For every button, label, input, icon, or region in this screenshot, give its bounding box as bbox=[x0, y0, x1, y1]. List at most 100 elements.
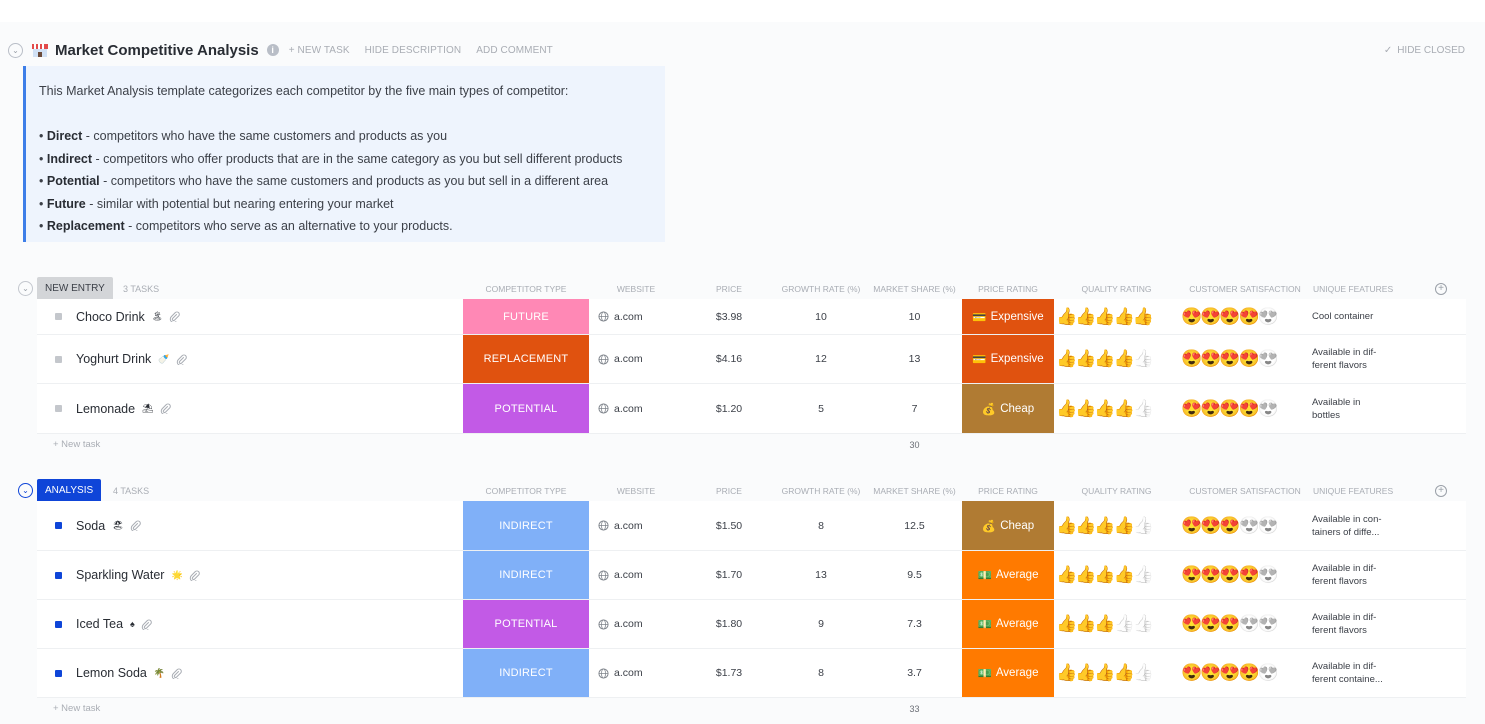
thumbs-up-icon[interactable]: 👍 bbox=[1094, 663, 1115, 682]
column-header-market-share[interactable]: MARKET SHARE (%) bbox=[873, 284, 956, 294]
new-task-button[interactable]: + NEW TASK bbox=[288, 44, 350, 56]
thumbs-up-icon[interactable]: 👍 bbox=[1132, 306, 1154, 326]
task-name[interactable]: Sparkling Water bbox=[76, 568, 165, 582]
thumbs-up-icon[interactable]: 👍 bbox=[1113, 515, 1135, 535]
thumbs-up-icon[interactable]: 👍 bbox=[1056, 663, 1077, 682]
status-square-icon[interactable] bbox=[55, 355, 62, 363]
heart-eyes-icon[interactable]: 😍 bbox=[1257, 306, 1279, 326]
heart-eyes-icon[interactable]: 😍 bbox=[1257, 349, 1279, 368]
task-name-cell[interactable]: Sparkling Water 🌟 bbox=[37, 551, 463, 599]
paperclip-icon[interactable] bbox=[176, 354, 187, 365]
heart-eyes-icon[interactable]: 😍 bbox=[1257, 398, 1279, 418]
website-cell[interactable]: a.com bbox=[589, 649, 683, 697]
status-square-icon[interactable] bbox=[55, 313, 62, 320]
heart-eyes-icon[interactable]: 😍 bbox=[1181, 614, 1202, 633]
customer-satisfaction-rating[interactable]: 😍 😍 😍 😍 😍 bbox=[1179, 551, 1311, 599]
website-cell[interactable]: a.com bbox=[589, 551, 683, 599]
customer-satisfaction-rating[interactable]: 😍 😍 😍 😍 😍 bbox=[1179, 501, 1311, 550]
thumbs-up-icon[interactable]: 👍 bbox=[1113, 306, 1135, 326]
paperclip-icon[interactable] bbox=[171, 668, 182, 679]
status-square-icon[interactable] bbox=[55, 405, 62, 412]
heart-eyes-icon[interactable]: 😍 bbox=[1238, 349, 1260, 368]
heart-eyes-icon[interactable]: 😍 bbox=[1200, 565, 1221, 584]
thumbs-up-icon[interactable]: 👍 bbox=[1075, 306, 1096, 326]
new-task-button[interactable]: + New task bbox=[53, 439, 101, 450]
unique-features-cell[interactable]: Available in con- tainers of diffe... bbox=[1312, 513, 1382, 538]
column-header-customer-satisfaction[interactable]: CUSTOMER SATISFACTION bbox=[1189, 486, 1301, 496]
column-header-customer-satisfaction[interactable]: CUSTOMER SATISFACTION bbox=[1189, 284, 1301, 294]
unique-features-cell[interactable]: Available in bottles bbox=[1312, 396, 1361, 421]
customer-satisfaction-rating[interactable]: 😍 😍 😍 😍 😍 bbox=[1179, 335, 1311, 383]
heart-eyes-icon[interactable]: 😍 bbox=[1238, 614, 1260, 633]
growth-rate-cell[interactable]: 12 bbox=[815, 353, 827, 365]
thumbs-up-icon[interactable]: 👍 bbox=[1094, 398, 1115, 418]
market-share-cell[interactable]: 9.5 bbox=[907, 569, 922, 581]
market-share-cell[interactable]: 12.5 bbox=[904, 519, 925, 532]
thumbs-up-icon[interactable]: 👍 bbox=[1056, 306, 1077, 326]
heart-eyes-icon[interactable]: 😍 bbox=[1238, 565, 1260, 584]
column-header-website[interactable]: WEBSITE bbox=[616, 284, 656, 294]
task-name-cell[interactable]: Soda 🏖 bbox=[37, 501, 463, 550]
paperclip-icon[interactable] bbox=[160, 403, 171, 414]
customer-satisfaction-rating[interactable]: 😍 😍 😍 😍 😍 bbox=[1179, 384, 1311, 433]
thumbs-up-icon[interactable]: 👍 bbox=[1056, 565, 1077, 584]
task-name-cell[interactable]: Choco Drink 🏝 bbox=[37, 299, 463, 334]
thumbs-up-icon[interactable]: 👍 bbox=[1132, 663, 1154, 682]
task-name-cell[interactable]: Yoghurt Drink 🍼 bbox=[37, 335, 463, 383]
paperclip-icon[interactable] bbox=[141, 619, 152, 630]
competitor-type-badge[interactable]: INDIRECT bbox=[463, 501, 589, 550]
thumbs-up-icon[interactable]: 👍 bbox=[1075, 614, 1096, 633]
column-header-growth-rate[interactable]: GROWTH RATE (%) bbox=[781, 486, 861, 496]
competitor-type-badge[interactable]: FUTURE bbox=[463, 299, 589, 334]
market-share-cell[interactable]: 10 bbox=[908, 310, 921, 323]
add-comment-button[interactable]: ADD COMMENT bbox=[476, 44, 553, 56]
heart-eyes-icon[interactable]: 😍 bbox=[1238, 306, 1260, 326]
customer-satisfaction-rating[interactable]: 😍 😍 😍 😍 😍 bbox=[1179, 600, 1311, 648]
heart-eyes-icon[interactable]: 😍 bbox=[1181, 349, 1202, 368]
paperclip-icon[interactable] bbox=[169, 311, 180, 322]
new-task-button[interactable]: + New task bbox=[53, 703, 101, 714]
price-cell[interactable]: $1.70 bbox=[715, 569, 743, 581]
heart-eyes-icon[interactable]: 😍 bbox=[1238, 515, 1260, 535]
paperclip-icon[interactable] bbox=[130, 520, 141, 531]
market-share-cell[interactable]: 13 bbox=[908, 353, 921, 365]
task-name[interactable]: Choco Drink bbox=[76, 309, 145, 324]
heart-eyes-icon[interactable]: 😍 bbox=[1181, 515, 1202, 535]
heart-eyes-icon[interactable]: 😍 bbox=[1219, 515, 1240, 535]
task-name-cell[interactable]: Lemonade ⛱ bbox=[37, 384, 463, 433]
thumbs-up-icon[interactable]: 👍 bbox=[1056, 398, 1077, 418]
thumbs-up-icon[interactable]: 👍 bbox=[1056, 614, 1077, 633]
thumbs-up-icon[interactable]: 👍 bbox=[1094, 614, 1115, 633]
growth-rate-cell[interactable]: 8 bbox=[818, 667, 824, 679]
heart-eyes-icon[interactable]: 😍 bbox=[1257, 614, 1279, 633]
heart-eyes-icon[interactable]: 😍 bbox=[1181, 306, 1202, 326]
quality-rating[interactable]: 👍 👍 👍 👍 👍 bbox=[1054, 600, 1179, 648]
table-row[interactable]: Lemon Soda 🌴 INDIRECT a.com $1.73 8 3.7 💵 Averag… bbox=[37, 649, 1466, 698]
heart-eyes-icon[interactable]: 😍 bbox=[1200, 614, 1221, 633]
thumbs-up-icon[interactable]: 👍 bbox=[1132, 565, 1154, 584]
competitor-type-badge[interactable]: POTENTIAL bbox=[463, 600, 589, 648]
price-rating-badge[interactable]: 💵 Average bbox=[962, 649, 1054, 697]
growth-rate-cell[interactable]: 10 bbox=[815, 310, 827, 323]
task-name[interactable]: Iced Tea bbox=[76, 617, 124, 631]
heart-eyes-icon[interactable]: 😍 bbox=[1200, 398, 1221, 418]
thumbs-up-icon[interactable]: 👍 bbox=[1056, 349, 1077, 368]
collapse-toggle-icon[interactable]: ⌄ bbox=[8, 42, 23, 58]
quality-rating[interactable]: 👍 👍 👍 👍 👍 bbox=[1054, 384, 1179, 433]
thumbs-up-icon[interactable]: 👍 bbox=[1075, 565, 1096, 584]
quality-rating[interactable]: 👍 👍 👍 👍 👍 bbox=[1054, 649, 1179, 697]
competitor-type-badge[interactable]: INDIRECT bbox=[463, 551, 589, 599]
competitor-type-badge[interactable]: INDIRECT bbox=[463, 649, 589, 697]
unique-features-cell[interactable]: Available in dif- ferent flavors bbox=[1312, 612, 1377, 636]
website-cell[interactable]: a.com bbox=[589, 335, 683, 383]
table-row[interactable]: Sparkling Water 🌟 INDIRECT a.com $1.70 13 9.5 💵… bbox=[37, 551, 1466, 600]
column-header-price[interactable]: PRICE bbox=[716, 284, 742, 294]
thumbs-up-icon[interactable]: 👍 bbox=[1075, 515, 1096, 535]
status-square-icon[interactable] bbox=[55, 669, 62, 677]
column-header-price-rating[interactable]: PRICE RATING bbox=[978, 284, 1038, 294]
heart-eyes-icon[interactable]: 😍 bbox=[1219, 349, 1240, 368]
status-square-icon[interactable] bbox=[55, 620, 62, 628]
table-row[interactable]: Choco Drink 🏝 FUTURE a.com $3.98 10 10 💳 Expensi… bbox=[37, 299, 1466, 335]
unique-features-cell[interactable]: Available in dif- ferent flavors bbox=[1312, 563, 1377, 587]
paperclip-icon[interactable] bbox=[189, 570, 200, 581]
